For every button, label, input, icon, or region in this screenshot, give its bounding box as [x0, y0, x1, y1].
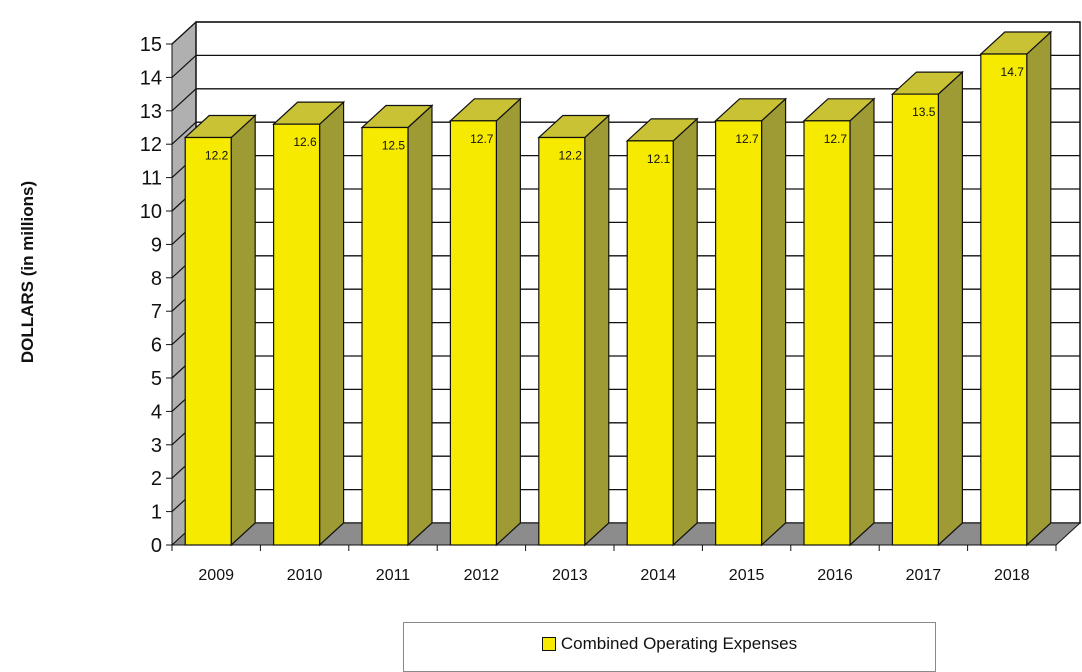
- data-label: 14.7: [1001, 65, 1025, 79]
- data-label: 12.5: [382, 139, 406, 153]
- bar: [537, 114, 611, 547]
- y-tick-label: 12: [140, 134, 162, 156]
- bar-front: [980, 53, 1028, 546]
- legend-swatch: [541, 637, 556, 651]
- bar-side: [672, 117, 698, 547]
- bar-side: [584, 114, 610, 547]
- y-tick-label: 1: [151, 502, 162, 524]
- bar-front: [803, 120, 851, 546]
- x-tick-label: 2014: [640, 567, 676, 584]
- x-tick-label: 2012: [464, 567, 500, 584]
- x-tick-label: 2011: [376, 567, 411, 584]
- x-tick-label: 2013: [552, 567, 588, 584]
- y-axis-label: DOLLARS (in millions): [18, 181, 37, 363]
- x-tick-label: 2017: [906, 567, 942, 584]
- bar: [625, 117, 699, 547]
- data-label: 12.7: [735, 132, 759, 146]
- bar-front: [184, 136, 232, 546]
- x-tick-label: 2018: [994, 567, 1030, 584]
- y-tick-label: 2: [151, 468, 162, 490]
- bar-front: [626, 140, 674, 546]
- x-tick-label: 2009: [198, 567, 234, 584]
- data-label: 12.7: [824, 132, 848, 146]
- gridline-side: [171, 21, 197, 45]
- y-tick-label: 9: [151, 234, 162, 256]
- x-tick-label: 2010: [287, 567, 323, 584]
- bar: [802, 97, 876, 547]
- bar: [272, 100, 346, 547]
- y-tick-label: 8: [151, 268, 162, 290]
- bar-side: [760, 97, 787, 547]
- bar-front: [273, 123, 321, 546]
- bar-side: [937, 70, 963, 547]
- data-label: 12.2: [559, 149, 583, 163]
- gridline-side: [171, 121, 197, 145]
- data-label: 12.6: [293, 135, 317, 149]
- bar-front: [361, 126, 409, 546]
- x-axis-ticks: 2009 2010 2011 2012 2013 2014 2015 2016 2017 2018: [171, 544, 1057, 584]
- y-tick-label: 4: [151, 401, 162, 423]
- bar-side: [1026, 30, 1052, 547]
- y-tick-label: 14: [140, 67, 162, 89]
- bar-front: [891, 93, 939, 546]
- gridline-side: [171, 88, 197, 112]
- bar-front: [449, 120, 497, 546]
- bar-side: [318, 100, 345, 547]
- bar-side: [495, 97, 521, 547]
- bar: [979, 30, 1053, 547]
- y-tick-label: 7: [151, 301, 162, 323]
- bar: [360, 104, 434, 547]
- y-tick-label: 5: [151, 368, 162, 390]
- y-tick-label: 3: [151, 435, 162, 457]
- y-tick-label: 10: [140, 201, 162, 223]
- data-label: 12.2: [205, 149, 229, 163]
- gridline-side: [171, 54, 197, 78]
- bar-side: [849, 97, 875, 547]
- data-label: 12.1: [647, 152, 671, 166]
- legend: Combined Operating Expenses: [403, 622, 936, 672]
- y-tick-label: 13: [140, 101, 162, 123]
- x-tick-label: 2016: [817, 567, 853, 584]
- bar-side: [230, 114, 256, 547]
- bar: [890, 70, 964, 547]
- data-label: 13.5: [912, 105, 936, 119]
- bar-front: [538, 136, 586, 546]
- y-tick-label: 6: [151, 335, 162, 357]
- bar: [448, 97, 522, 547]
- data-label: 12.7: [470, 132, 494, 146]
- x-tick-label: 2015: [729, 567, 765, 584]
- legend-label: Combined Operating Expenses: [560, 634, 798, 653]
- y-tick-label: 11: [141, 168, 162, 190]
- bar-front: [715, 120, 763, 546]
- legend-item: Combined Operating Expenses: [541, 634, 798, 654]
- bar-side: [407, 104, 433, 547]
- y-tick-label: 15: [140, 34, 162, 56]
- bar: [714, 97, 788, 547]
- bar: [183, 114, 257, 547]
- y-tick-label: 0: [151, 535, 162, 557]
- bars: 12.2 12.6 12.5 12.7 12.2 12.1 12.7 12.7 13.5 14.7: [183, 30, 1053, 547]
